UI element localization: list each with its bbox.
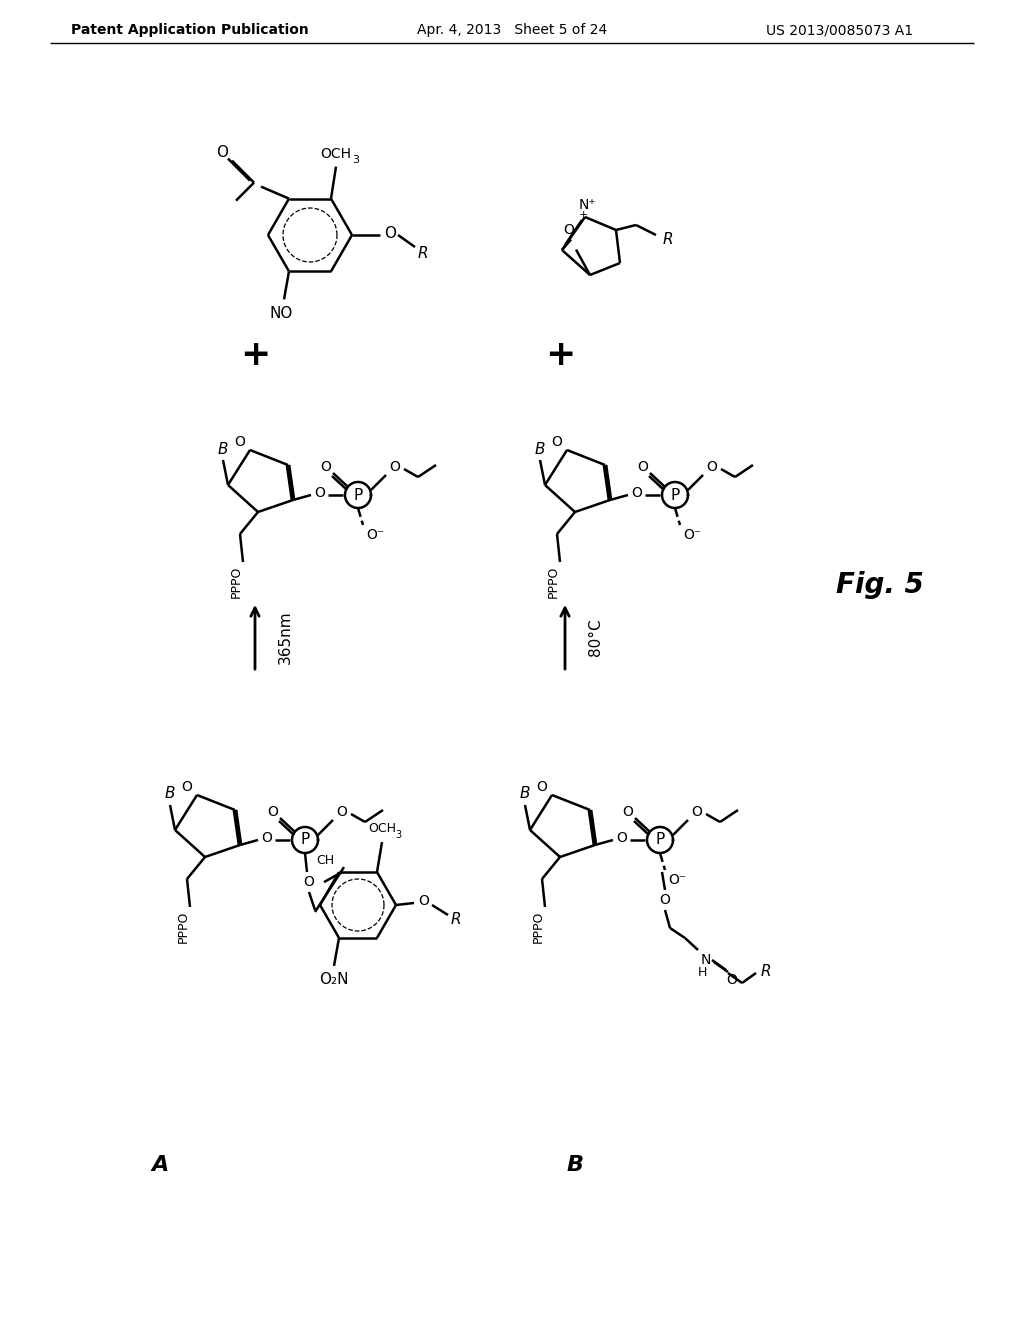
- Text: OCH: OCH: [321, 147, 351, 161]
- Text: O: O: [623, 805, 634, 818]
- Text: P: P: [671, 487, 680, 503]
- Text: 3: 3: [395, 830, 401, 840]
- Text: R: R: [418, 246, 428, 260]
- Text: R: R: [761, 965, 771, 979]
- Text: +: +: [240, 338, 270, 372]
- Text: O₂N: O₂N: [319, 973, 349, 987]
- Text: CH: CH: [315, 854, 334, 867]
- Text: O: O: [552, 436, 562, 449]
- Text: 365nm: 365nm: [278, 610, 293, 664]
- Text: PPPO: PPPO: [531, 911, 545, 944]
- Text: O: O: [261, 832, 272, 845]
- Text: O: O: [384, 226, 396, 240]
- Text: R: R: [663, 232, 674, 248]
- Text: P: P: [655, 833, 665, 847]
- Text: O: O: [314, 486, 326, 500]
- Text: OCH: OCH: [368, 821, 396, 834]
- Text: O: O: [659, 894, 671, 907]
- Text: 3: 3: [352, 154, 359, 165]
- Text: O: O: [267, 805, 279, 818]
- Text: PPPO: PPPO: [229, 566, 243, 598]
- Text: O: O: [707, 459, 718, 474]
- Text: O: O: [303, 875, 314, 888]
- Text: Apr. 4, 2013   Sheet 5 of 24: Apr. 4, 2013 Sheet 5 of 24: [417, 22, 607, 37]
- Text: B: B: [566, 1155, 584, 1175]
- Text: H: H: [697, 966, 707, 979]
- Text: PPPO: PPPO: [176, 911, 189, 944]
- Text: B: B: [520, 787, 530, 801]
- Text: O: O: [616, 832, 628, 845]
- Text: O: O: [216, 145, 228, 160]
- Text: O: O: [727, 973, 737, 987]
- Text: B: B: [165, 787, 175, 801]
- Text: PPPO: PPPO: [547, 566, 559, 598]
- Text: R: R: [451, 912, 462, 928]
- Text: P: P: [300, 833, 309, 847]
- Text: Fig. 5: Fig. 5: [837, 572, 924, 599]
- Text: O: O: [632, 486, 642, 500]
- Text: +: +: [545, 338, 575, 372]
- Text: N⁺: N⁺: [579, 198, 596, 213]
- Text: O: O: [537, 780, 548, 795]
- Text: O: O: [321, 459, 332, 474]
- Text: O: O: [563, 223, 574, 238]
- Text: Patent Application Publication: Patent Application Publication: [71, 22, 309, 37]
- Text: O: O: [419, 894, 429, 908]
- Text: +: +: [579, 210, 588, 220]
- Text: O: O: [234, 436, 246, 449]
- Text: O⁻: O⁻: [683, 528, 701, 543]
- Text: 80°C: 80°C: [588, 618, 603, 656]
- Text: O⁻: O⁻: [668, 873, 686, 887]
- Text: US 2013/0085073 A1: US 2013/0085073 A1: [766, 22, 913, 37]
- Text: P: P: [353, 487, 362, 503]
- Text: NO: NO: [269, 306, 293, 321]
- Text: B: B: [218, 441, 228, 457]
- Text: B: B: [535, 441, 545, 457]
- Text: O: O: [337, 805, 347, 818]
- Text: O: O: [181, 780, 193, 795]
- Text: O: O: [389, 459, 400, 474]
- Text: N: N: [700, 953, 712, 968]
- Text: O: O: [638, 459, 648, 474]
- Text: A: A: [152, 1155, 169, 1175]
- Text: O: O: [691, 805, 702, 818]
- Text: O⁻: O⁻: [366, 528, 384, 543]
